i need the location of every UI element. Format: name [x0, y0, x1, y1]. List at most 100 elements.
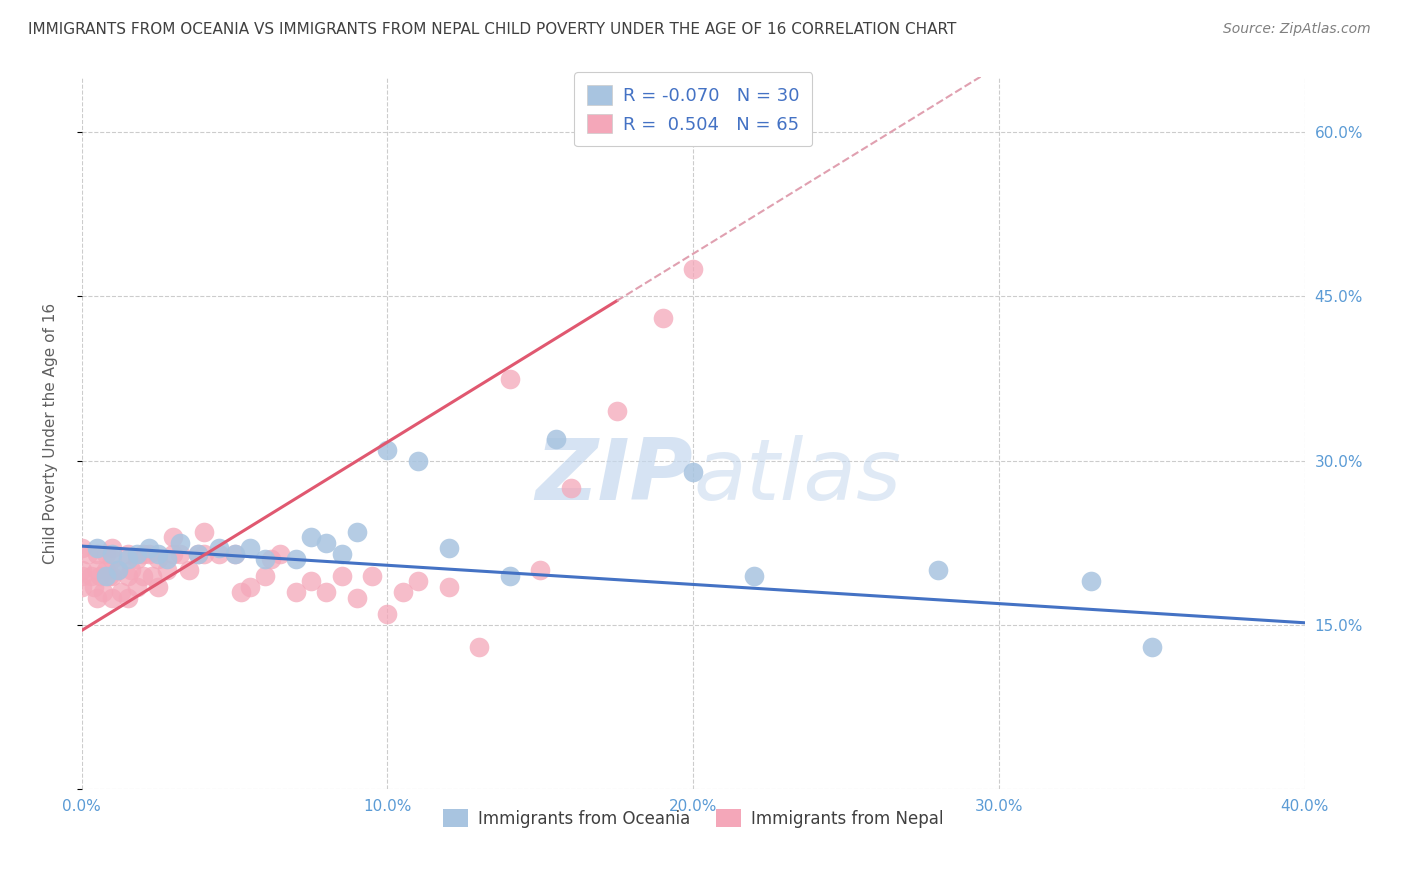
Point: [162, 530, 184, 544]
Point: [125, 552, 148, 566]
Point: [606, 404, 628, 418]
Point: [406, 574, 429, 589]
Point: [125, 580, 148, 594]
Point: [76, 547, 98, 561]
Point: [208, 541, 231, 556]
Point: [132, 547, 155, 561]
Point: [117, 568, 139, 582]
Point: [193, 547, 215, 561]
Point: [86, 541, 108, 556]
Point: [107, 563, 129, 577]
Point: [138, 541, 160, 556]
Point: [169, 536, 191, 550]
Point: [229, 585, 252, 599]
Point: [156, 563, 179, 577]
Point: [1080, 574, 1102, 589]
Point: [499, 568, 522, 582]
Point: [101, 568, 124, 582]
Point: [101, 552, 124, 566]
Point: [406, 453, 429, 467]
Point: [284, 585, 307, 599]
Point: [224, 547, 246, 561]
Point: [468, 640, 491, 654]
Point: [224, 547, 246, 561]
Point: [132, 568, 155, 582]
Point: [437, 541, 460, 556]
Point: [110, 585, 132, 599]
Text: ZIP: ZIP: [536, 434, 693, 517]
Point: [86, 563, 108, 577]
Point: [86, 547, 108, 561]
Point: [254, 568, 277, 582]
Point: [120, 563, 142, 577]
Point: [682, 262, 704, 277]
Point: [346, 524, 368, 539]
Point: [96, 568, 118, 582]
Point: [101, 547, 124, 561]
Point: [682, 465, 704, 479]
Point: [330, 568, 353, 582]
Point: [117, 591, 139, 605]
Point: [70, 580, 93, 594]
Point: [315, 585, 337, 599]
Text: IMMIGRANTS FROM OCEANIA VS IMMIGRANTS FROM NEPAL CHILD POVERTY UNDER THE AGE OF : IMMIGRANTS FROM OCEANIA VS IMMIGRANTS FR…: [28, 22, 956, 37]
Point: [146, 552, 169, 566]
Text: Source: ZipAtlas.com: Source: ZipAtlas.com: [1223, 22, 1371, 37]
Point: [377, 442, 399, 457]
Legend: Immigrants from Oceania, Immigrants from Nepal: Immigrants from Oceania, Immigrants from…: [437, 803, 949, 834]
Point: [744, 568, 766, 582]
Point: [187, 547, 209, 561]
Point: [89, 568, 111, 582]
Point: [651, 311, 673, 326]
Text: atlas: atlas: [693, 434, 901, 517]
Point: [346, 591, 368, 605]
Point: [437, 580, 460, 594]
Point: [80, 568, 103, 582]
Point: [156, 552, 179, 566]
Point: [138, 547, 160, 561]
Point: [101, 591, 124, 605]
Point: [193, 524, 215, 539]
Point: [499, 371, 522, 385]
Point: [239, 541, 262, 556]
Point: [70, 541, 93, 556]
Point: [96, 563, 118, 577]
Point: [377, 607, 399, 621]
Y-axis label: Child Poverty Under the Age of 16: Child Poverty Under the Age of 16: [44, 302, 58, 564]
Point: [299, 574, 322, 589]
Point: [187, 547, 209, 561]
Point: [284, 552, 307, 566]
Point: [86, 591, 108, 605]
Point: [117, 552, 139, 566]
Point: [70, 568, 93, 582]
Point: [260, 552, 283, 566]
Point: [101, 541, 124, 556]
Point: [299, 530, 322, 544]
Point: [927, 563, 949, 577]
Point: [96, 547, 118, 561]
Point: [146, 580, 169, 594]
Point: [141, 568, 163, 582]
Point: [560, 481, 582, 495]
Point: [330, 547, 353, 561]
Point: [529, 563, 551, 577]
Point: [177, 563, 200, 577]
Point: [544, 432, 567, 446]
Point: [125, 547, 148, 561]
Point: [83, 580, 105, 594]
Point: [117, 547, 139, 561]
Point: [98, 568, 121, 582]
Point: [269, 547, 291, 561]
Point: [1140, 640, 1163, 654]
Point: [107, 563, 129, 577]
Point: [254, 552, 277, 566]
Point: [315, 536, 337, 550]
Point: [361, 568, 384, 582]
Point: [146, 547, 169, 561]
Point: [208, 547, 231, 561]
Point: [169, 547, 191, 561]
Point: [91, 585, 114, 599]
Point: [391, 585, 413, 599]
Point: [239, 580, 262, 594]
Point: [162, 547, 184, 561]
